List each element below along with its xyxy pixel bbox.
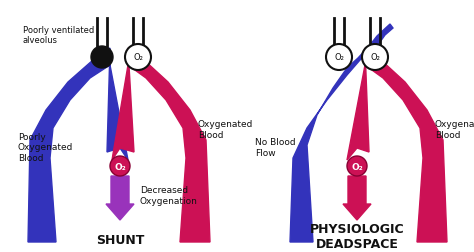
Text: SHUNT: SHUNT — [96, 234, 144, 246]
Text: Oxygenated
Blood: Oxygenated Blood — [435, 120, 474, 140]
Polygon shape — [290, 24, 393, 242]
Text: No Blood
Flow: No Blood Flow — [255, 138, 296, 158]
Circle shape — [347, 156, 367, 176]
FancyArrow shape — [106, 176, 134, 220]
Circle shape — [362, 44, 388, 70]
Circle shape — [125, 44, 151, 70]
Text: Oxygenated
Blood: Oxygenated Blood — [198, 120, 254, 140]
Text: Poorly
Oxygenated
Blood: Poorly Oxygenated Blood — [18, 133, 73, 163]
Text: PHYSIOLOGIC
DEADSPACE: PHYSIOLOGIC DEADSPACE — [310, 223, 404, 251]
Text: O₂: O₂ — [370, 53, 380, 62]
Polygon shape — [347, 48, 447, 242]
Text: O₂: O₂ — [133, 53, 143, 62]
Text: Decreased
Oxygenation: Decreased Oxygenation — [140, 186, 198, 206]
Text: O₂: O₂ — [351, 163, 363, 172]
Text: Poorly ventilated
alveolus: Poorly ventilated alveolus — [23, 26, 100, 49]
Circle shape — [326, 44, 352, 70]
Circle shape — [110, 156, 130, 176]
Polygon shape — [112, 48, 210, 242]
Circle shape — [91, 46, 113, 68]
Polygon shape — [28, 48, 128, 242]
Text: O₂: O₂ — [334, 53, 344, 62]
Text: O₂: O₂ — [114, 163, 126, 172]
FancyArrow shape — [343, 176, 371, 220]
